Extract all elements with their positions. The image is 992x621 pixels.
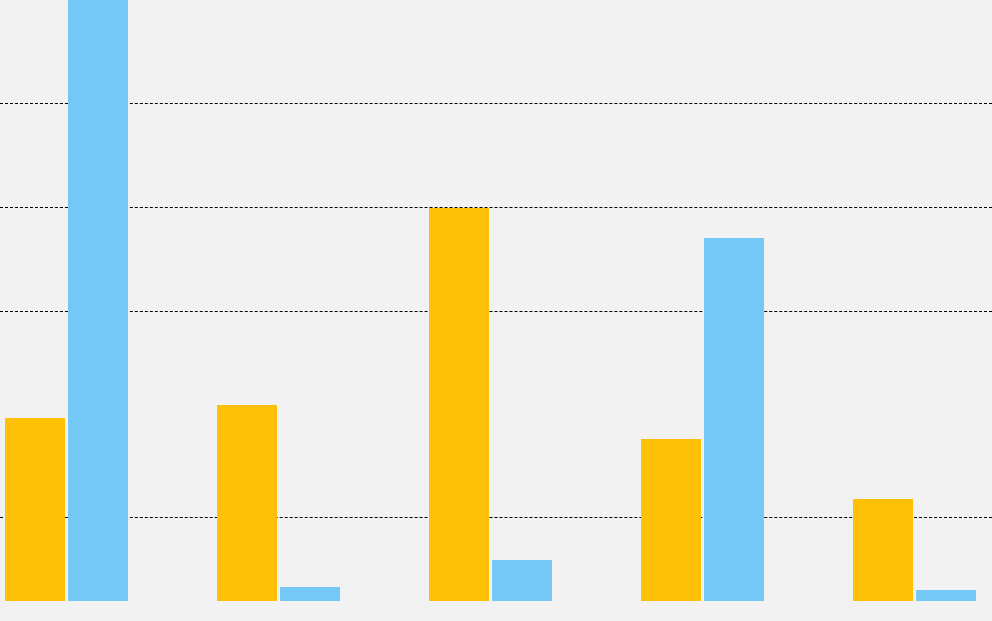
gridline xyxy=(0,517,992,518)
gridline xyxy=(0,103,992,104)
bar-series-a xyxy=(853,499,913,601)
bar-series-b xyxy=(492,560,552,601)
bar-series-a xyxy=(217,405,277,601)
gridline xyxy=(0,207,992,208)
gridline xyxy=(0,311,992,312)
bar-series-a xyxy=(5,418,65,601)
bar-chart xyxy=(0,0,992,621)
bar-series-b xyxy=(280,587,340,601)
bar-series-b xyxy=(68,0,128,601)
bar-series-b xyxy=(916,590,976,601)
bar-series-a xyxy=(641,439,701,601)
bar-series-a xyxy=(429,208,489,601)
bar-series-b xyxy=(704,238,764,601)
